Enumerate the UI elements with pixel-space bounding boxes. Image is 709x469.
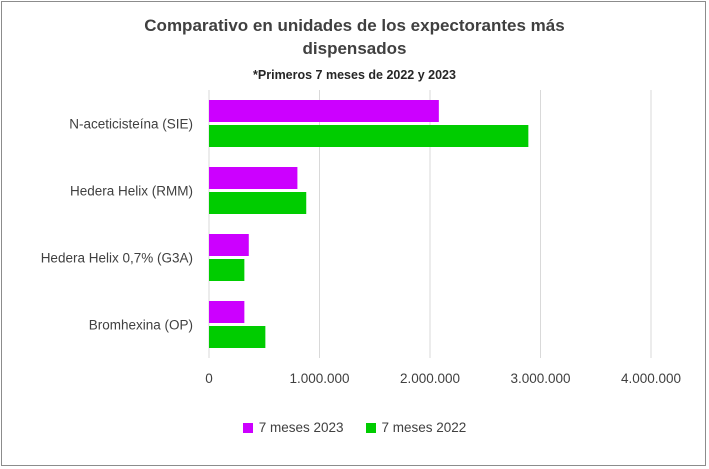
chart-title-line-1: Comparativo en unidades de los expectora…: [144, 16, 565, 35]
bar-2023-1: [209, 167, 298, 189]
legend-label-2022: 7 meses 2022: [381, 420, 467, 435]
legend-swatch-2022: [365, 422, 376, 433]
category-label-2: Hedera Helix 0,7% (G3A): [41, 251, 193, 266]
bar-2022-2: [209, 259, 245, 281]
legend-swatch-2023: [242, 422, 253, 433]
x-tick-label-3: 3.000.000: [510, 371, 570, 386]
legend-item-2022: 7 meses 2022: [365, 420, 467, 435]
bar-2023-3: [209, 301, 245, 323]
category-label-3: Bromhexina (OP): [89, 318, 193, 333]
bar-2022-0: [209, 125, 529, 147]
x-tick-label-4: 4.000.000: [621, 371, 681, 386]
chart-title-line-2: dispensados: [302, 39, 407, 58]
x-tick-label-0: 0: [205, 371, 213, 386]
chart-subtitle: *Primeros 7 meses de 2022 y 2023: [253, 68, 456, 82]
x-tick-label-1: 1.000.000: [289, 371, 349, 386]
bar-2022-3: [209, 326, 266, 348]
legend-label-2023: 7 meses 2023: [258, 420, 344, 435]
chart-legend: 7 meses 2023 7 meses 2022: [0, 420, 709, 435]
bar-2022-1: [209, 192, 307, 214]
category-label-0: N-aceticisteína (SIE): [69, 117, 193, 132]
category-label-1: Hedera Helix (RMM): [70, 184, 193, 199]
bar-2023-2: [209, 234, 249, 256]
x-tick-label-2: 2.000.000: [400, 371, 460, 386]
legend-item-2023: 7 meses 2023: [242, 420, 344, 435]
chart-title: Comparativo en unidades de los expectora…: [0, 14, 709, 60]
bar-2023-0: [209, 100, 439, 122]
